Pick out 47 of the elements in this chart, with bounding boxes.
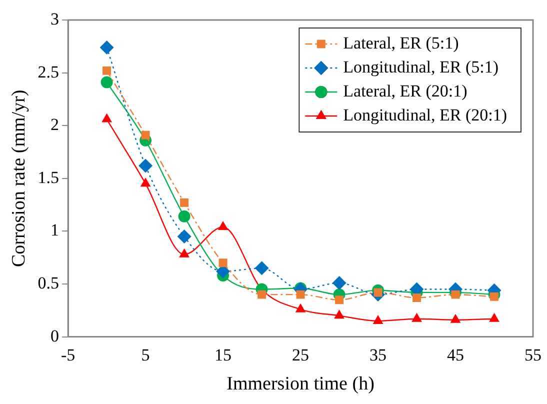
x-tick-label: 45 <box>447 345 464 364</box>
point <box>332 276 346 290</box>
point <box>490 292 498 301</box>
x-tick-label: 55 <box>524 345 542 364</box>
point <box>258 290 266 299</box>
point <box>334 310 344 319</box>
point <box>180 198 189 207</box>
point <box>412 312 422 322</box>
y-axis-title: Corrosion rate (mm/yr) <box>8 90 30 268</box>
point <box>178 210 190 222</box>
point <box>141 130 150 140</box>
point <box>102 66 112 75</box>
point <box>372 314 384 324</box>
point <box>489 312 500 322</box>
point <box>140 178 151 187</box>
point <box>218 220 228 230</box>
point <box>295 303 306 312</box>
x-tick-label: 25 <box>292 345 310 364</box>
point <box>335 296 344 304</box>
legend-label: Lateral, ER (5:1) <box>343 33 459 52</box>
point <box>138 158 153 173</box>
point <box>451 290 460 299</box>
point <box>412 293 422 302</box>
point <box>100 76 113 88</box>
y-tick-label: 2 <box>50 115 60 134</box>
y-tick-label: 0 <box>50 326 60 346</box>
legend-label: Longitudinal, ER (5:1) <box>343 57 499 76</box>
y-tick-label: 1 <box>50 220 60 240</box>
point <box>218 258 228 268</box>
x-tick-label: 35 <box>370 345 387 364</box>
x-tick-label: 15 <box>214 345 232 364</box>
point <box>177 229 192 244</box>
legend-label: Longitudinal, ER (20:1) <box>343 105 508 124</box>
point <box>179 248 190 258</box>
point <box>102 113 112 122</box>
y-tick-label: 0.5 <box>38 273 60 292</box>
x-axis-title: Immersion time (h) <box>226 374 374 395</box>
x-tick-label: 5 <box>141 345 150 364</box>
x-tick-label: -5 <box>60 345 76 364</box>
point <box>296 290 305 299</box>
y-tick-label: 2.5 <box>38 62 60 82</box>
point <box>450 314 461 323</box>
y-tick-label: 1.5 <box>38 168 60 187</box>
point <box>100 40 114 54</box>
y-tick-label: 3 <box>50 9 60 28</box>
point <box>254 261 269 276</box>
legend-label: Lateral, ER (20:1) <box>343 81 468 100</box>
